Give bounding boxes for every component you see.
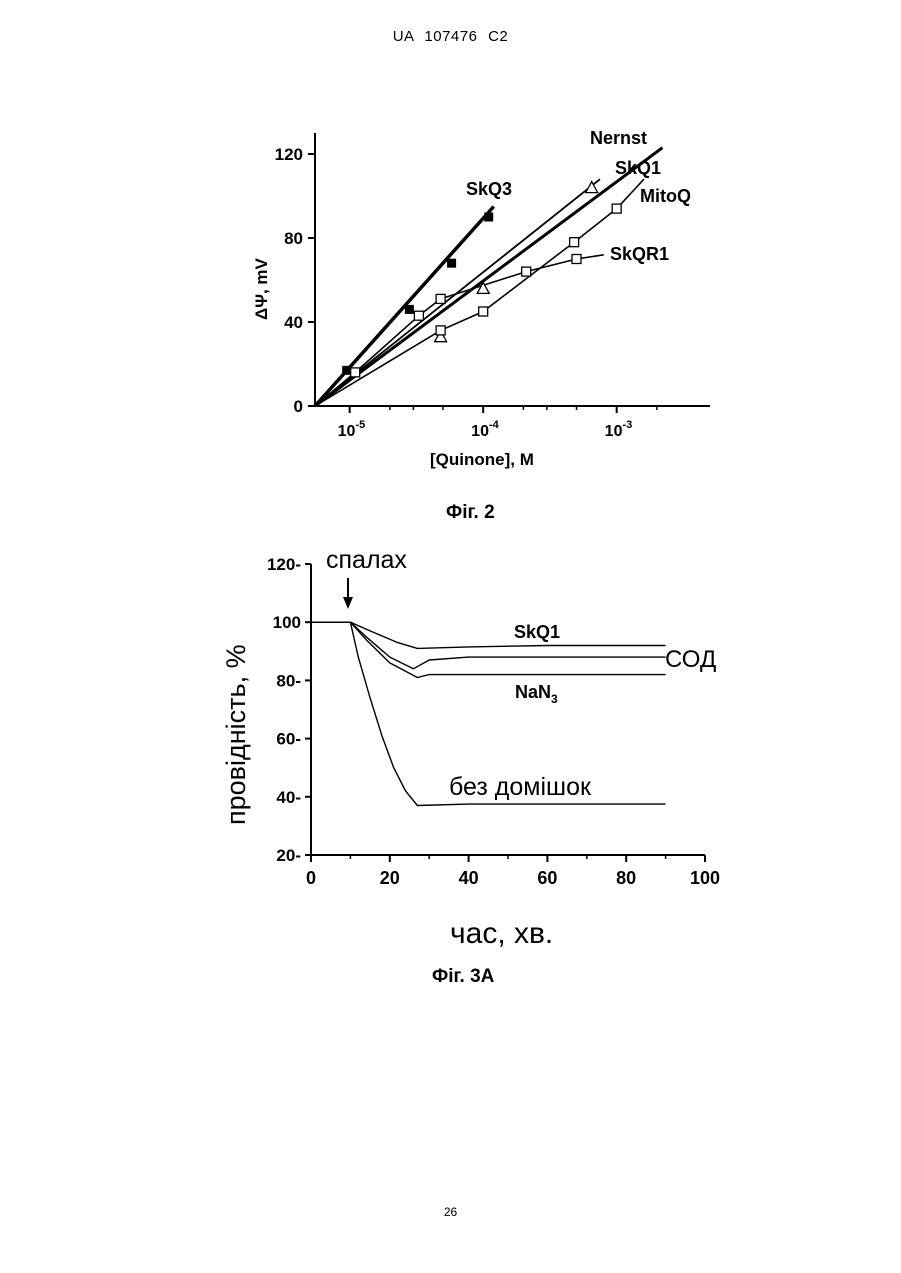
label-nernst: Nernst bbox=[590, 128, 647, 148]
fig3-x-tick-label: 100 bbox=[690, 868, 720, 888]
fig2-y-axis-label: ΔΨ, mV bbox=[252, 257, 271, 320]
marker-skqr1 bbox=[572, 255, 581, 264]
marker-skqr1 bbox=[522, 267, 531, 276]
fig3a-caption: Фіг. 3А bbox=[432, 966, 495, 987]
marker-skqr1 bbox=[414, 311, 423, 320]
fig2-y-tick-label: 80 bbox=[284, 229, 303, 248]
fig2-x-tick-label: 10-4 bbox=[471, 419, 499, 440]
fig2-x-axis-label: [Quinone], M bbox=[430, 450, 534, 469]
fig3-x-axis-label: час, хв. bbox=[450, 917, 553, 950]
page-number: 26 bbox=[0, 1205, 901, 1219]
marker-skq3 bbox=[342, 366, 351, 375]
label-flash: спалах bbox=[326, 546, 407, 574]
label-mitoq: MitoQ bbox=[640, 186, 691, 206]
fig3-x-tick-label: 60 bbox=[537, 868, 557, 888]
fig2-x-tick-label: 10-3 bbox=[605, 419, 633, 440]
series-line-skqr1 bbox=[315, 255, 604, 406]
fig3-x-tick-label: 20 bbox=[380, 868, 400, 888]
fig3-y-tick-label: 80- bbox=[276, 671, 301, 690]
series-line-nan3 bbox=[311, 622, 666, 677]
fig2-caption: Фіг. 2 bbox=[446, 502, 495, 523]
marker-skqr1 bbox=[436, 294, 445, 303]
fig3-y-tick-label: 100 bbox=[273, 613, 301, 632]
marker-mitoq bbox=[612, 204, 621, 213]
fig3-y-tick-label: 60- bbox=[276, 730, 301, 749]
marker-mitoq bbox=[479, 307, 488, 316]
marker-skq3 bbox=[447, 259, 456, 268]
marker-mitoq bbox=[436, 326, 445, 335]
marker-skq3 bbox=[405, 305, 414, 314]
fig3-y-tick-label: 120- bbox=[267, 555, 301, 574]
label-sod: СОД bbox=[665, 646, 716, 673]
marker-mitoq bbox=[570, 238, 579, 247]
fig2-y-tick-label: 120 bbox=[275, 145, 303, 164]
fig2-chart: 0 40 80 120 10-5 10-4 10-3 ΔΨ, mV [Quinone], … bbox=[252, 128, 710, 469]
fig2-y-tick-label: 40 bbox=[284, 313, 303, 332]
label-nan3: NaN3 bbox=[515, 682, 558, 706]
label-skq1-bottom: SkQ1 bbox=[514, 622, 560, 642]
fig3-x-tick-label: 80 bbox=[616, 868, 636, 888]
fig3-x-tick-label: 40 bbox=[459, 868, 479, 888]
fig3-x-tick-label: 0 bbox=[306, 868, 316, 888]
flash-arrow-icon bbox=[343, 578, 353, 609]
label-skq1-top: SkQ1 bbox=[615, 158, 661, 178]
label-no-additive: без домішок bbox=[449, 773, 592, 801]
label-skq3: SkQ3 bbox=[466, 179, 512, 199]
marker-skqr1 bbox=[351, 368, 360, 377]
fig2-x-tick-label: 10-5 bbox=[338, 419, 366, 440]
fig3-y-tick-label: 40- bbox=[276, 788, 301, 807]
fig3-y-axis-label: провідність, % bbox=[221, 644, 251, 825]
marker-skq3 bbox=[484, 213, 493, 222]
series-line-skq3 bbox=[315, 207, 494, 407]
fig3-y-tick-label: 20- bbox=[276, 846, 301, 865]
fig2-y-tick-label: 0 bbox=[294, 397, 303, 416]
label-skqr1: SkQR1 bbox=[610, 244, 669, 264]
fig3a-chart: 20- 40- 60- 80- 100 120- 0 20 40 60 80 100 провідн… bbox=[221, 546, 720, 950]
